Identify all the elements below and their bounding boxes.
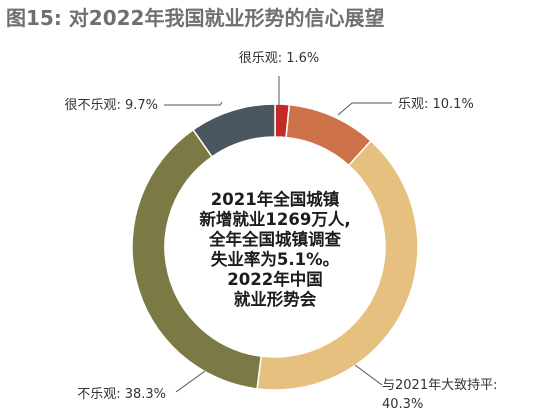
center-line: 新增就业1269万人, [199, 210, 351, 229]
slice-label: 40.3% [382, 397, 423, 412]
slice-label: 很乐观: 1.6% [239, 51, 320, 66]
slice-label: 很不乐观: 9.7% [64, 98, 158, 113]
leader-line [354, 364, 383, 386]
center-line: 全年全国城镇调查 [209, 230, 341, 249]
slice-label: 不乐观: 38.3% [77, 387, 166, 402]
center-line: 2022年中国 [227, 270, 323, 289]
slice-same-as-2021 [256, 139, 419, 391]
center-line: 就业形势会 [233, 290, 317, 309]
leader-line [175, 370, 206, 393]
center-annotation: 2021年全国城镇 新增就业1269万人, 全年全国城镇调查 失业率为5.1%。… [170, 190, 380, 310]
leader-line [164, 101, 223, 106]
center-line: 失业率为5.1%。 [210, 250, 340, 269]
slice-label: 与2021年大致持平: [382, 378, 497, 393]
chart-title: 图15: 对2022年我国就业形势的信心展望 [6, 6, 385, 30]
slice-very-pessimistic [192, 103, 276, 158]
leader-line [337, 102, 392, 116]
center-line: 2021年全国城镇 [210, 190, 340, 209]
slice-label: 乐观: 10.1% [398, 97, 474, 112]
